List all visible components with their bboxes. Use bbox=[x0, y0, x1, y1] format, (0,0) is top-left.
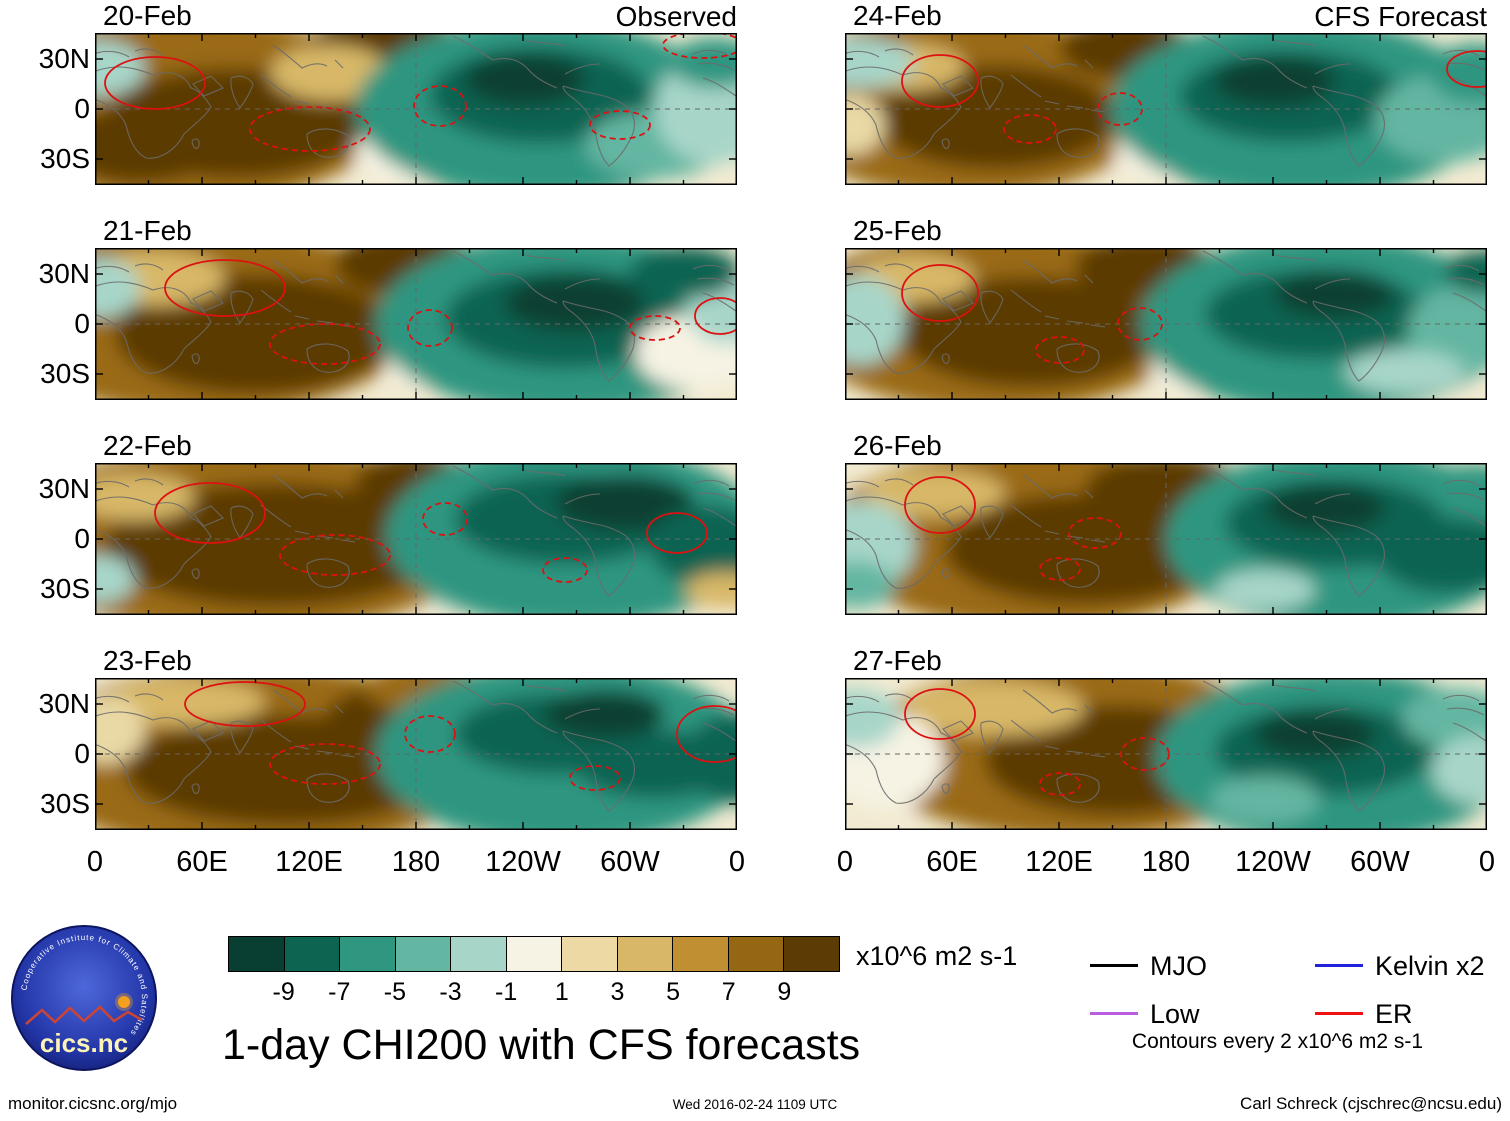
map-panel-25-Feb bbox=[845, 248, 1487, 400]
map-panel-23-Feb bbox=[95, 678, 737, 830]
forecast-column-header: CFS Forecast bbox=[1314, 1, 1487, 32]
legend-label: MJO bbox=[1150, 951, 1207, 981]
panel-date-label: 26-Feb bbox=[853, 430, 942, 461]
y-axis-label: 0 bbox=[74, 308, 90, 339]
logo-sun-icon bbox=[118, 996, 130, 1008]
cics-logo: Cooperative Institute for Climate and Sa… bbox=[11, 925, 157, 1071]
panel-date-label: 27-Feb bbox=[853, 645, 942, 676]
legend-label: Kelvin x2 bbox=[1375, 951, 1485, 981]
x-axis-label: 0 bbox=[836, 846, 854, 878]
colorbar-tick-label: -3 bbox=[439, 978, 462, 1006]
x-axis-label: 0 bbox=[1478, 846, 1496, 878]
x-axis-labels: 0 60E 120E 180 120W 60W 0 bbox=[837, 838, 1495, 878]
x-axis-label: 120W bbox=[485, 846, 561, 878]
y-axis-label: 0 bbox=[74, 523, 90, 554]
map-panel-27-Feb bbox=[845, 678, 1487, 830]
x-axis-label: 60W bbox=[600, 846, 660, 878]
y-axis-label: 30S bbox=[40, 143, 90, 174]
footer-timestamp: Wed 2016-02-24 1109 UTC bbox=[672, 1097, 838, 1112]
logo-wordmark: cics.nc bbox=[40, 1028, 128, 1058]
colorbar-segment bbox=[450, 936, 507, 972]
y-axis-label: 30S bbox=[40, 358, 90, 389]
y-axis-label: 0 bbox=[74, 93, 90, 124]
colorbar-segment bbox=[616, 936, 674, 972]
colorbar-tick-label: 5 bbox=[666, 978, 681, 1006]
colorbar-tick-label: -7 bbox=[328, 978, 351, 1006]
map-panel-20-Feb bbox=[95, 33, 737, 185]
panel-date-label: 22-Feb bbox=[103, 430, 192, 461]
map-panel-26-Feb bbox=[845, 463, 1487, 615]
colorbar-tick-label: 9 bbox=[777, 978, 792, 1006]
x-axis-label: 60W bbox=[1350, 846, 1410, 878]
x-axis-label: 0 bbox=[86, 846, 104, 878]
observed-column-header: Observed bbox=[615, 1, 737, 32]
panel-date-label: 20-Feb bbox=[103, 0, 192, 31]
y-axis-label: 30N bbox=[38, 688, 90, 719]
logo-globe bbox=[11, 925, 157, 1071]
map-panel-24-Feb bbox=[845, 33, 1487, 185]
colorbar-tick-label: -9 bbox=[272, 978, 295, 1006]
y-axis-label: 30N bbox=[38, 258, 90, 289]
colorbar-tick-label: -1 bbox=[495, 978, 518, 1006]
colorbar-segment bbox=[672, 936, 729, 972]
y-axis-label: 30N bbox=[38, 43, 90, 74]
x-axis-labels: 0 60E 120E 180 120W 60W 0 bbox=[87, 838, 745, 878]
x-axis-label: 60E bbox=[176, 846, 228, 878]
colorbar-tick-label: 7 bbox=[721, 978, 736, 1006]
colorbar-segment bbox=[505, 936, 563, 972]
colorbar-segment bbox=[339, 936, 396, 972]
y-axis-label: 0 bbox=[74, 738, 90, 769]
y-axis-label: 30N bbox=[38, 473, 90, 504]
colorbar-tick-label: 3 bbox=[610, 978, 625, 1006]
legend-note: Contours every 2 x10^6 m2 s-1 bbox=[1131, 1030, 1424, 1053]
map-panel-21-Feb bbox=[95, 248, 737, 400]
colorbar-segment bbox=[783, 936, 841, 972]
panel-date-label: 23-Feb bbox=[103, 645, 192, 676]
x-axis-label: 180 bbox=[391, 846, 441, 878]
legend-label: ER bbox=[1375, 999, 1413, 1029]
footer-link[interactable]: monitor.cicsnc.org/mjo bbox=[8, 1094, 178, 1113]
panel-date-label: 25-Feb bbox=[853, 215, 942, 246]
colorbar-segment bbox=[283, 936, 341, 972]
x-axis-label: 120E bbox=[275, 846, 343, 878]
legend-line-kelvin-x2 bbox=[1315, 964, 1363, 967]
colorbar-segment bbox=[228, 936, 285, 972]
x-axis-label: 0 bbox=[728, 846, 746, 878]
map-panel-22-Feb bbox=[95, 463, 737, 615]
colorbar-tick-label: -5 bbox=[383, 978, 407, 1006]
colorbar-segment bbox=[561, 936, 618, 972]
logo-mountains bbox=[25, 1005, 143, 1025]
figure-title: 1-day CHI200 with CFS forecasts bbox=[222, 1021, 861, 1069]
colorbar-units: x10^6 m2 s-1 bbox=[856, 941, 1018, 971]
colorbar-segment bbox=[727, 936, 785, 972]
panel-date-label: 24-Feb bbox=[853, 0, 942, 31]
x-axis-label: 120W bbox=[1235, 846, 1311, 878]
colorbar bbox=[228, 936, 841, 972]
panel-date-label: 21-Feb bbox=[103, 215, 192, 246]
legend-line-mjo bbox=[1090, 964, 1138, 967]
legend-label: Low bbox=[1150, 999, 1200, 1029]
footer-author: Carl Schreck (cjschrec@ncsu.edu) bbox=[1240, 1094, 1502, 1113]
x-axis-label: 180 bbox=[1141, 846, 1191, 878]
y-axis-label: 30S bbox=[40, 573, 90, 604]
legend-line-er bbox=[1315, 1012, 1363, 1015]
logo-sun-glow bbox=[115, 993, 133, 1011]
x-axis-label: 60E bbox=[926, 846, 978, 878]
y-axis-label: 30S bbox=[40, 788, 90, 819]
colorbar-tick-label: 1 bbox=[554, 978, 569, 1006]
legend-line-low bbox=[1090, 1012, 1138, 1015]
colorbar-segment bbox=[394, 936, 452, 972]
x-axis-label: 120E bbox=[1025, 846, 1093, 878]
